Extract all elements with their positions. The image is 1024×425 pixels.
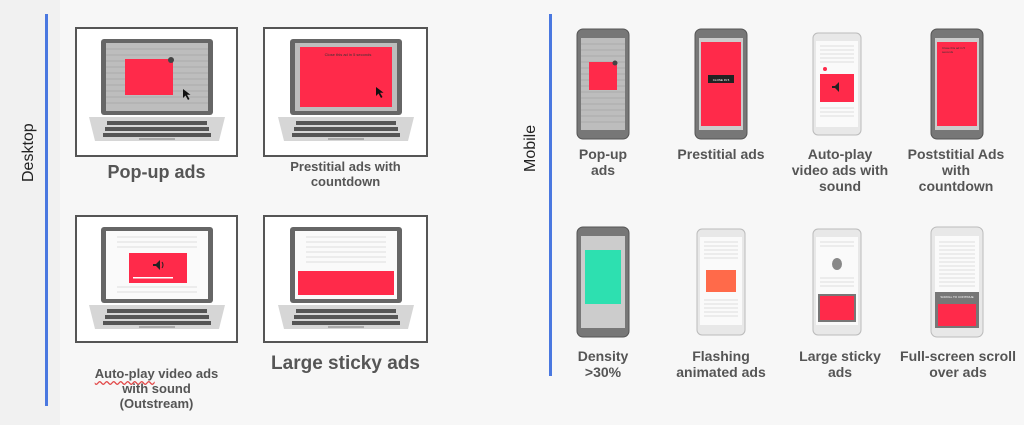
- mobile-fullscreen-label: Full-screen scroll over ads: [900, 348, 1016, 381]
- scroll-to-continue-text: SCROLL TO CONTINUE: [940, 295, 974, 299]
- desktop-divider: [45, 14, 48, 406]
- mobile-divider: [549, 14, 552, 376]
- desktop-autoplay-frame: [75, 215, 238, 343]
- laptop-icon: [278, 227, 414, 329]
- mobile-popup-label: Pop-up ads: [578, 146, 628, 179]
- background-panel: [0, 0, 60, 425]
- desktop-popup-frame: [75, 27, 238, 157]
- mobile-sticky-label: Large sticky ads: [799, 348, 881, 381]
- phone-icon: [694, 28, 748, 140]
- section-label-desktop: Desktop: [20, 123, 37, 182]
- mobile-flashing-label: Flashing animated ads: [676, 348, 766, 381]
- phone-icon: [812, 32, 862, 136]
- phone-icon: [812, 228, 862, 336]
- desktop-popup-label: Pop-up ads: [107, 162, 206, 182]
- desktop-sticky-label: Large sticky ads: [271, 353, 420, 374]
- desktop-prestitial-label: Prestitial ads with countdown: [290, 159, 401, 189]
- laptop-icon: [89, 39, 225, 141]
- desktop-prestitial-frame: Close this ad in 5 seconds: [263, 27, 428, 157]
- section-label-mobile: Mobile: [522, 124, 539, 172]
- mobile-prestitial-label: Prestitial ads: [677, 146, 765, 162]
- laptop-icon: [278, 39, 414, 141]
- mobile-density-label: Density >30%: [577, 348, 629, 381]
- close-in-text: CLOSE IN 5: [712, 78, 730, 82]
- desktop-sticky-frame: [263, 215, 428, 343]
- phone-icon: [696, 228, 746, 336]
- phone-icon: [576, 226, 630, 338]
- phone-icon: [576, 28, 630, 140]
- countdown-text: Close this ad in 5 seconds: [324, 52, 372, 57]
- phone-icon: [930, 226, 984, 338]
- mobile-poststitial-label: Poststitial Ads with countdown: [907, 146, 1005, 195]
- poststitial-countdown-text: Close this ad in 5 seconds: [942, 46, 966, 54]
- laptop-icon: [89, 227, 225, 329]
- mobile-autoplay-label: Auto-play video ads with sound: [791, 146, 889, 195]
- desktop-autoplay-label: Auto-play video ads with sound (Outstrea…: [94, 366, 219, 411]
- phone-icon: [930, 28, 984, 140]
- speaker-icon: [153, 260, 164, 270]
